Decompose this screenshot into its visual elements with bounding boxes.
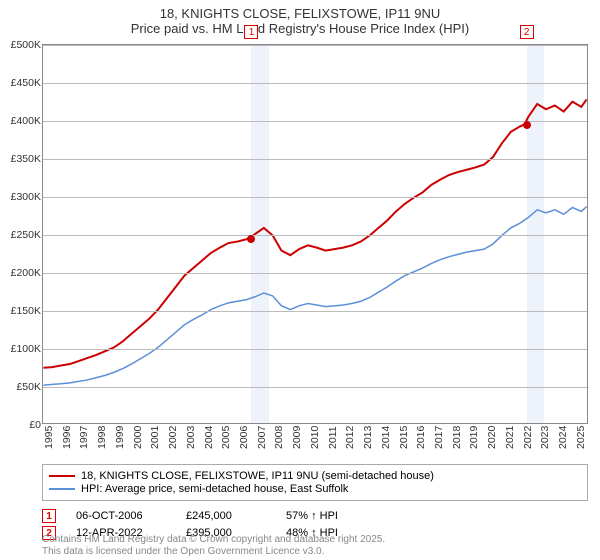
- legend-swatch: [49, 488, 75, 490]
- x-axis-label: 2017: [433, 426, 445, 449]
- y-axis-label: £100K: [1, 343, 41, 355]
- chart-container: 18, KNIGHTS CLOSE, FELIXSTOWE, IP11 9NU …: [0, 0, 600, 560]
- sale-index-box: 1: [42, 509, 56, 523]
- y-axis-label: £150K: [1, 305, 41, 317]
- legend-row: HPI: Average price, semi-detached house,…: [49, 483, 581, 495]
- sale-marker-flag: 2: [520, 25, 534, 39]
- y-axis-label: £50K: [1, 381, 41, 393]
- plot-area: £0£50K£100K£150K£200K£250K£300K£350K£400…: [42, 44, 588, 424]
- x-axis-label: 2012: [344, 426, 356, 449]
- gridline: [43, 349, 587, 350]
- series-line: [43, 207, 586, 385]
- credit-line: Contains HM Land Registry data © Crown c…: [42, 534, 385, 546]
- x-axis-label: 2020: [486, 426, 498, 449]
- chart-title-address: 18, KNIGHTS CLOSE, FELIXSTOWE, IP11 9NU: [0, 6, 600, 21]
- legend-swatch: [49, 475, 75, 477]
- sale-marker-dot: [523, 121, 531, 129]
- sale-pct-hpi: 57% ↑ HPI: [286, 510, 338, 522]
- x-axis-label: 2016: [415, 426, 427, 449]
- x-axis-label: 2003: [185, 426, 197, 449]
- y-axis-label: £400K: [1, 115, 41, 127]
- x-axis-label: 2015: [398, 426, 410, 449]
- y-axis-label: £250K: [1, 229, 41, 241]
- x-axis-label: 2005: [220, 426, 232, 449]
- x-axis-label: 2021: [504, 426, 516, 449]
- x-axis-label: 1998: [96, 426, 108, 449]
- gridline: [43, 45, 587, 46]
- legend-box: 18, KNIGHTS CLOSE, FELIXSTOWE, IP11 9NU …: [42, 464, 588, 501]
- y-axis-label: £350K: [1, 153, 41, 165]
- x-axis-label: 2025: [575, 426, 587, 449]
- x-axis-label: 2018: [451, 426, 463, 449]
- x-axis-label: 2000: [132, 426, 144, 449]
- chart-lines-svg: [43, 45, 587, 423]
- x-axis-label: 2022: [522, 426, 534, 449]
- x-axis-label: 2011: [327, 426, 339, 449]
- sale-marker-flag: 1: [244, 25, 258, 39]
- sale-date: 06-OCT-2006: [76, 510, 166, 522]
- x-axis-label: 2001: [149, 426, 161, 449]
- y-axis-label: £200K: [1, 267, 41, 279]
- gridline: [43, 83, 587, 84]
- x-axis-label: 1999: [114, 426, 126, 449]
- x-axis-label: 2014: [380, 426, 392, 449]
- x-axis-label: 1995: [43, 426, 55, 449]
- x-axis-label: 1996: [61, 426, 73, 449]
- gridline: [43, 387, 587, 388]
- x-axis-label: 2024: [557, 426, 569, 449]
- x-axis-label: 2010: [309, 426, 321, 449]
- credit-line: This data is licensed under the Open Gov…: [42, 546, 385, 558]
- x-axis-label: 2023: [539, 426, 551, 449]
- sale-price: £245,000: [186, 510, 266, 522]
- legend-label: HPI: Average price, semi-detached house,…: [81, 483, 348, 495]
- chart-titles: 18, KNIGHTS CLOSE, FELIXSTOWE, IP11 9NU …: [0, 0, 600, 38]
- x-axis-label: 2006: [238, 426, 250, 449]
- x-axis-label: 1997: [78, 426, 90, 449]
- gridline: [43, 273, 587, 274]
- x-axis-label: 2019: [468, 426, 480, 449]
- legend-label: 18, KNIGHTS CLOSE, FELIXSTOWE, IP11 9NU …: [81, 470, 434, 482]
- gridline: [43, 159, 587, 160]
- x-axis-label: 2004: [203, 426, 215, 449]
- gridline: [43, 197, 587, 198]
- gridline: [43, 235, 587, 236]
- y-axis-label: £450K: [1, 77, 41, 89]
- gridline: [43, 121, 587, 122]
- sales-row: 1 06-OCT-2006 £245,000 57% ↑ HPI: [42, 509, 588, 523]
- x-axis-label: 2008: [273, 426, 285, 449]
- x-axis-label: 2013: [362, 426, 374, 449]
- chart-title-sub: Price paid vs. HM Land Registry's House …: [0, 21, 600, 36]
- y-axis-label: £0: [1, 419, 41, 431]
- y-axis-label: £500K: [1, 39, 41, 51]
- x-axis-label: 2002: [167, 426, 179, 449]
- sale-marker-dot: [247, 235, 255, 243]
- credit-text: Contains HM Land Registry data © Crown c…: [42, 534, 385, 558]
- legend-row: 18, KNIGHTS CLOSE, FELIXSTOWE, IP11 9NU …: [49, 470, 581, 482]
- x-axis-label: 2007: [256, 426, 268, 449]
- y-axis-label: £300K: [1, 191, 41, 203]
- x-axis-label: 2009: [291, 426, 303, 449]
- gridline: [43, 311, 587, 312]
